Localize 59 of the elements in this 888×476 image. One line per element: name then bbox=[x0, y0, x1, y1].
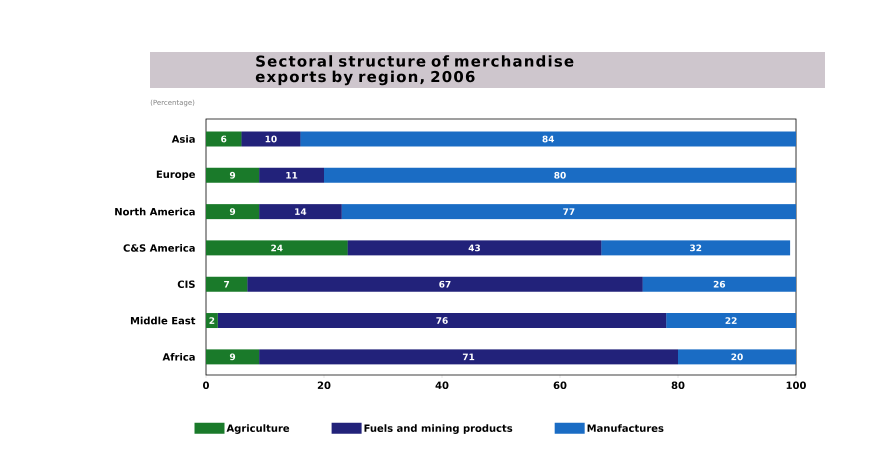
y-tick-label: CIS bbox=[178, 280, 195, 288]
bar bbox=[666, 313, 796, 328]
data-label: 2 bbox=[209, 317, 214, 324]
bar bbox=[348, 240, 602, 256]
legend-label: Agriculture bbox=[226, 424, 290, 434]
data-label: 9 bbox=[230, 208, 236, 215]
x-tick-label: 100 bbox=[786, 382, 806, 390]
data-label: 22 bbox=[726, 317, 737, 324]
data-label: 80 bbox=[554, 172, 566, 179]
data-label: 11 bbox=[286, 172, 298, 179]
y-tick-label: Africa bbox=[162, 352, 195, 361]
x-tick-label: 80 bbox=[672, 382, 684, 390]
bar bbox=[206, 240, 348, 256]
y-tick-label: Europe bbox=[156, 170, 196, 180]
chart-title: Sectoral structure of merchandise exports by region, 2006 bbox=[256, 55, 574, 86]
data-label: 32 bbox=[690, 244, 702, 252]
bar bbox=[259, 168, 324, 183]
bar bbox=[259, 349, 678, 364]
bar bbox=[678, 349, 796, 364]
bar bbox=[241, 131, 300, 146]
data-label: 7 bbox=[224, 280, 230, 288]
data-label: 77 bbox=[563, 208, 574, 215]
data-label: 9 bbox=[230, 172, 236, 179]
bar bbox=[206, 276, 248, 292]
legend-label: Fuels and mining products bbox=[364, 424, 512, 434]
bar bbox=[247, 276, 643, 292]
bar bbox=[206, 131, 242, 146]
data-label: 26 bbox=[714, 280, 726, 288]
data-label: 20 bbox=[731, 353, 743, 360]
data-label: 84 bbox=[542, 136, 554, 142]
bar bbox=[206, 204, 260, 220]
legend-label: Manufactures bbox=[588, 424, 664, 432]
bar bbox=[259, 204, 342, 220]
bar bbox=[324, 168, 796, 183]
data-label: 76 bbox=[436, 317, 448, 324]
data-label: 67 bbox=[439, 280, 450, 288]
bar bbox=[218, 313, 666, 328]
bar bbox=[342, 204, 796, 220]
x-tick-label: 40 bbox=[436, 382, 448, 390]
y-tick-label: North America bbox=[115, 208, 195, 216]
y-tick-label: C&S America bbox=[124, 244, 195, 252]
bar bbox=[300, 131, 796, 146]
bar bbox=[206, 168, 260, 183]
y-tick-label: Asia bbox=[172, 135, 195, 143]
bar bbox=[642, 276, 796, 292]
y-tick-label: Middle East bbox=[130, 316, 196, 324]
bar bbox=[206, 313, 218, 328]
data-label: 43 bbox=[468, 244, 480, 252]
data-label: 6 bbox=[221, 136, 226, 142]
x-tick-label: 20 bbox=[318, 382, 330, 390]
x-tick-label: 60 bbox=[554, 382, 566, 390]
data-label: 14 bbox=[295, 208, 306, 215]
data-label: 71 bbox=[462, 354, 474, 360]
bar bbox=[601, 240, 790, 256]
bar bbox=[206, 349, 260, 364]
data-label: 9 bbox=[230, 353, 236, 360]
data-label: 24 bbox=[271, 244, 283, 252]
data-label: 10 bbox=[266, 136, 277, 142]
x-tick-label: 0 bbox=[203, 382, 209, 390]
